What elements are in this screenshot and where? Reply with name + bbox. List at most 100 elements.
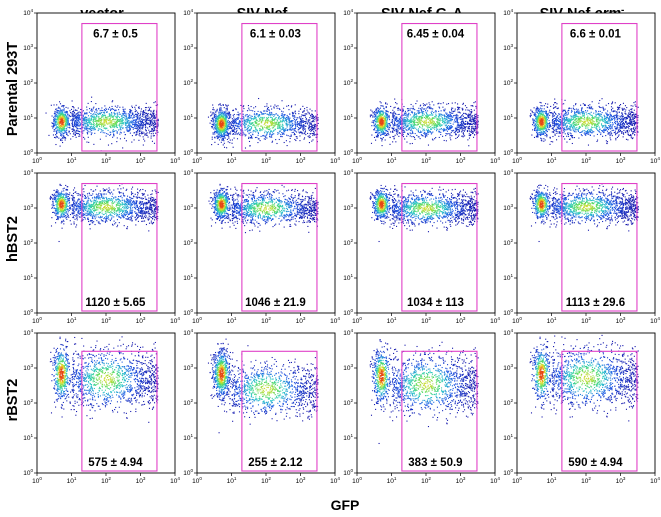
data-point-300 [135, 110, 137, 112]
data-point-61 [312, 133, 314, 135]
data-point-364 [411, 136, 413, 138]
data-point-1147 [219, 132, 222, 134]
data-point-600 [454, 127, 456, 129]
data-point-1420 [274, 122, 276, 124]
data-point-769 [426, 132, 428, 134]
data-point-656 [286, 114, 288, 117]
data-point-786 [451, 126, 453, 128]
data-point-154 [151, 115, 153, 117]
data-point-774 [221, 111, 223, 113]
data-point-359 [462, 115, 464, 117]
data-point-6 [308, 142, 310, 144]
data-point-1431 [273, 125, 275, 127]
data-point-254 [288, 109, 290, 111]
data-point-248 [148, 118, 150, 120]
data-point-1018 [119, 128, 121, 130]
data-point-690 [456, 119, 458, 121]
data-point-244 [141, 131, 143, 133]
data-point-296 [146, 118, 148, 120]
data-point-650 [242, 130, 244, 132]
data-point-299 [419, 138, 421, 140]
data-point-743 [255, 113, 258, 115]
data-point-100 [151, 130, 153, 132]
data-point-49 [299, 140, 301, 142]
data-point-935 [244, 120, 246, 122]
data-point-839 [132, 123, 134, 125]
data-point-29 [93, 143, 95, 145]
data-point-939 [215, 129, 218, 131]
data-point-969 [245, 126, 247, 128]
data-point-425 [78, 130, 80, 133]
data-point-940 [450, 122, 452, 124]
data-point-982 [127, 117, 129, 119]
data-point-317 [71, 113, 73, 115]
data-point-36 [138, 139, 140, 141]
data-point-1035 [226, 125, 228, 127]
data-point-1102 [218, 115, 220, 117]
data-point-590 [136, 117, 139, 119]
data-point-111 [276, 142, 278, 145]
data-point-156 [473, 117, 475, 119]
data-point-697 [238, 125, 240, 127]
data-point-797 [84, 128, 86, 130]
data-point-432 [242, 134, 244, 136]
data-point-1134 [88, 117, 90, 119]
data-point-1305 [376, 119, 378, 121]
data-point-1563 [111, 121, 113, 123]
data-point-642 [228, 123, 230, 125]
data-point-118 [153, 127, 155, 129]
data-point-1024 [84, 123, 86, 125]
data-point-1487 [115, 121, 117, 123]
data-point-621 [388, 115, 390, 117]
data-point-836 [57, 111, 59, 113]
data-point-802 [453, 121, 455, 123]
data-point-992 [244, 122, 246, 124]
data-point-655 [388, 119, 391, 121]
data-point-240 [273, 106, 275, 108]
data-point-927 [271, 114, 273, 116]
data-point-1346 [58, 126, 60, 129]
data-point-999 [250, 117, 252, 119]
data-point-122 [154, 118, 156, 120]
data-point-1109 [110, 113, 112, 115]
data-point-1302 [98, 116, 100, 118]
data-point-730 [133, 125, 135, 127]
data-point-284 [429, 104, 431, 106]
data-point-443 [79, 131, 81, 133]
data-point-842 [66, 129, 68, 131]
data-point-681 [240, 118, 242, 120]
data-point-374 [72, 114, 74, 116]
data-point-794 [250, 131, 252, 133]
data-point-775 [131, 126, 133, 128]
data-point-277 [147, 123, 149, 125]
x-tick-label: 103 [296, 156, 306, 165]
data-point-460 [232, 120, 234, 122]
data-point-949 [257, 114, 259, 116]
data-point-1107 [284, 121, 286, 123]
data-point-648 [75, 119, 77, 122]
data-point-613 [296, 124, 298, 126]
data-point-529 [458, 117, 460, 119]
data-point-431 [382, 137, 384, 139]
data-point-598 [410, 133, 412, 135]
data-point-973 [243, 122, 246, 124]
data-point-439 [141, 121, 144, 124]
data-point-362 [219, 107, 221, 109]
data-point-1342 [435, 117, 437, 119]
data-point-1090 [120, 127, 122, 129]
row-title-hbst2: hBST2 [5, 216, 21, 262]
data-point-115 [73, 118, 75, 120]
data-point-1246 [217, 129, 219, 131]
data-point-752 [271, 134, 273, 136]
data-point-1293 [259, 128, 261, 130]
data-point-1201 [249, 123, 251, 125]
data-point-189 [310, 125, 312, 128]
data-point-1501 [57, 120, 59, 122]
data-point-581 [136, 125, 138, 127]
data-point-80 [157, 120, 159, 122]
data-point-612 [237, 118, 239, 120]
data-point-296 [248, 137, 250, 139]
data-point-893 [289, 125, 291, 127]
data-point-1067 [285, 124, 287, 126]
data-point-782 [224, 134, 226, 136]
